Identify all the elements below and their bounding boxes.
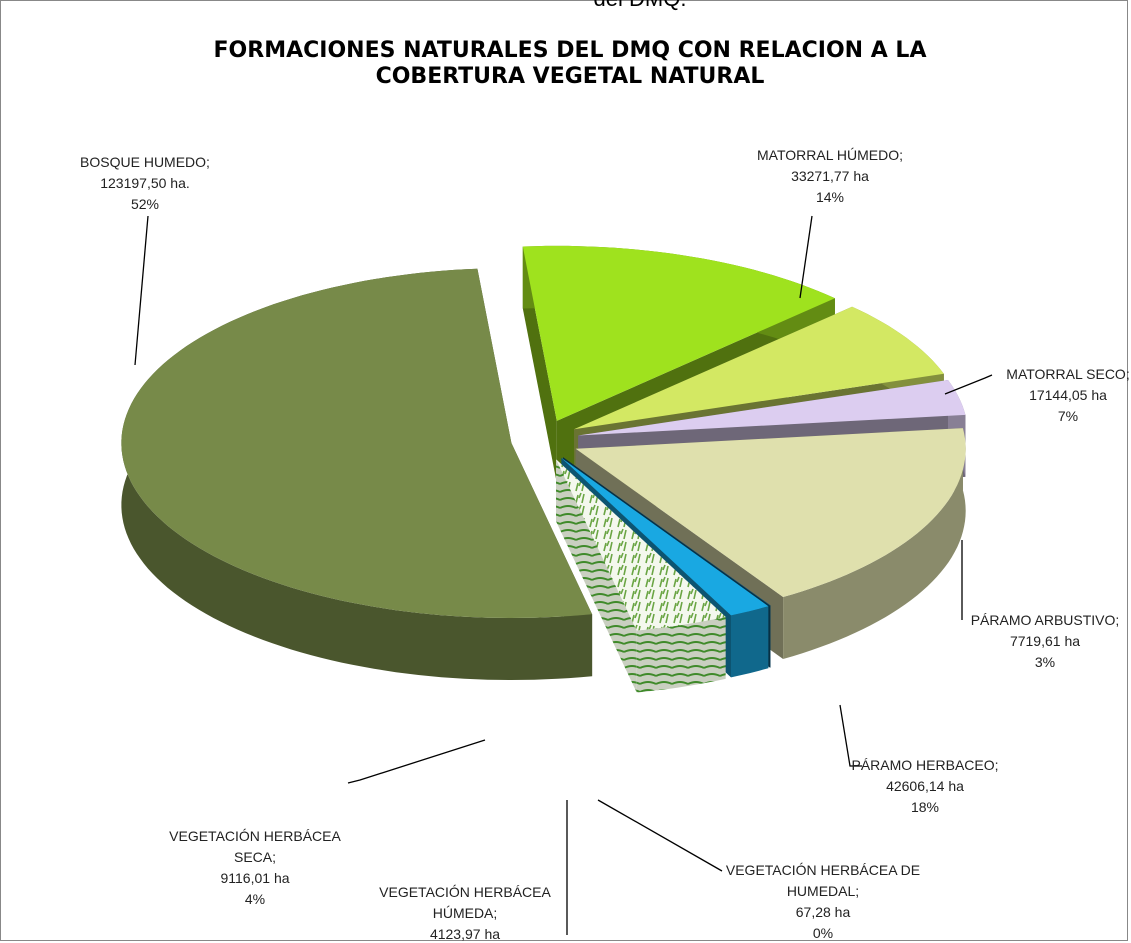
value-label: 42606,14 ha <box>886 778 964 794</box>
leader-line <box>799 215 813 299</box>
data-label: VEGETACIÓN HERBÁCEA HÚMEDA;4123,97 ha2% <box>370 882 560 943</box>
slice <box>574 306 944 430</box>
percent-label: 52% <box>130 196 160 212</box>
slice <box>561 457 769 616</box>
category-label: PÁRAMO HERBACEO; <box>851 757 999 773</box>
leader-line <box>597 799 723 872</box>
value-label: 67,28 ha <box>795 904 851 920</box>
slice-side <box>783 428 966 659</box>
value-label: 17144,05 ha <box>1029 387 1107 403</box>
data-label: VEGETACIÓN HERBÁCEA SECA; 9116,01 ha 4% <box>160 826 350 910</box>
top-text: del DMQ. <box>560 0 720 12</box>
slice <box>556 459 726 631</box>
data-label: PÁRAMO HERBACEO; 42606,14 ha 18% <box>825 755 1025 818</box>
percent-label: 0% <box>812 925 834 941</box>
leader-line <box>944 374 993 395</box>
leader-line <box>839 704 862 767</box>
category-label: MATORRAL HÚMEDO; <box>757 147 903 163</box>
slice-side <box>731 606 769 678</box>
slice-side <box>769 605 771 668</box>
percent-label: 3% <box>1034 654 1056 670</box>
percent-label: 4% <box>244 891 266 907</box>
slice <box>522 245 835 421</box>
slice <box>563 457 771 606</box>
category-label: MATORRAL SECO; <box>1006 366 1130 382</box>
category-label: PÁRAMO ARBUSTIVO; <box>970 612 1120 628</box>
data-label: BOSQUE HUMEDO; 123197,50 ha. 52% <box>45 152 245 215</box>
category-label: VEGETACIÓN HERBÁCEA HÚMEDA; <box>379 884 551 921</box>
slice-side <box>556 459 637 693</box>
category-label: VEGETACIÓN HERBÁCEA DE HUMEDAL; <box>725 862 921 899</box>
value-label: 7719,61 ha <box>1009 633 1081 649</box>
data-label: PÁRAMO ARBUSTIVO; 7719,61 ha 3% <box>945 610 1131 673</box>
data-label: MATORRAL HÚMEDO; 33271,77 ha 14% <box>730 145 930 208</box>
category-label: VEGETACIÓN HERBÁCEA SECA; <box>169 828 341 865</box>
leader-line <box>347 739 486 784</box>
slice-side <box>636 616 726 693</box>
data-label: VEGETACIÓN HERBÁCEA DE HUMEDAL; 67,28 ha 0… <box>716 860 931 943</box>
chart-title: FORMACIONES NATURALES DEL DMQ CON RELACI… <box>213 38 927 89</box>
value-label: 4123,97 ha <box>429 926 501 942</box>
slice <box>578 380 966 436</box>
value-label: 9116,01 ha <box>220 870 290 886</box>
value-label: 33271,77 ha <box>791 168 869 184</box>
data-label: MATORRAL SECO; 17144,05 ha 7% <box>983 364 1131 427</box>
leader-line <box>134 215 149 366</box>
percent-label: 18% <box>910 799 940 815</box>
percent-label: 14% <box>815 189 845 205</box>
slice <box>121 268 593 618</box>
slice <box>575 428 966 597</box>
value-label: 123197,50 ha. <box>100 175 190 191</box>
category-label: BOSQUE HUMEDO; <box>80 154 210 170</box>
percent-label: 7% <box>1057 408 1079 424</box>
